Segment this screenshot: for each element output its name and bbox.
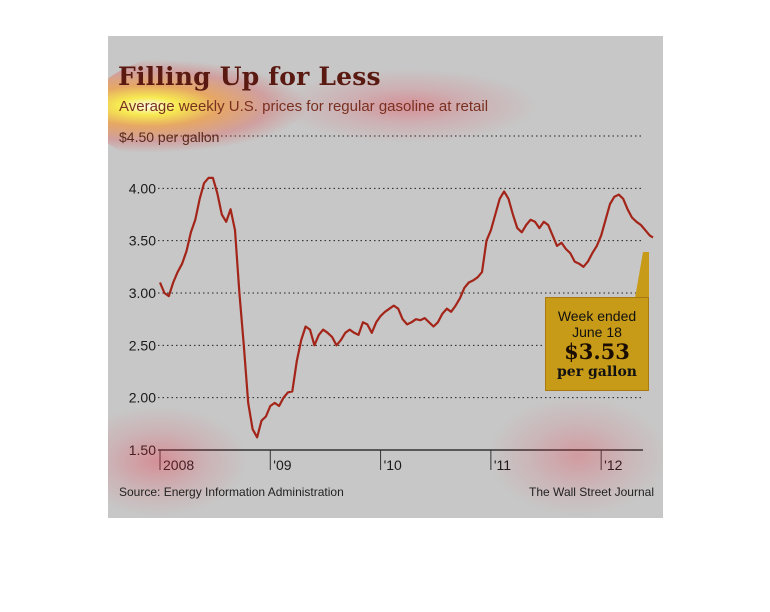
callout-pointer xyxy=(635,252,649,298)
chart-plot: 4.00 3.50 3.00 2.50 2.00 1.50 2008 '09 '10 '11 '1… xyxy=(129,135,654,473)
gridlines xyxy=(158,135,643,451)
x-tick-label-1: '09 xyxy=(273,457,291,473)
callout-line2: June 18 xyxy=(572,324,622,340)
credit-note: The Wall Street Journal xyxy=(529,485,654,499)
y-tick-label-1: 4.00 xyxy=(129,180,156,196)
x-tick-labels: 2008 '09 '10 '11 '12 xyxy=(159,450,623,473)
y-tick-labels: 4.00 3.50 3.00 2.50 2.00 1.50 xyxy=(129,180,156,458)
callout-unit: per gallon xyxy=(557,364,637,380)
latest-value-callout: Week ended June 18 $3.53 per gallon xyxy=(545,297,649,391)
y-tick-label-2: 3.50 xyxy=(129,233,156,249)
y-tick-label-3: 3.00 xyxy=(129,285,156,301)
series-line-0 xyxy=(158,176,654,439)
x-tick-label-3: '11 xyxy=(494,457,511,473)
source-note: Source: Energy Information Administratio… xyxy=(119,485,344,499)
series-layer xyxy=(158,176,654,439)
y-tick-label-6: 1.50 xyxy=(129,442,156,458)
y-tick-label-5: 2.00 xyxy=(129,390,156,406)
y-tick-label-4: 2.50 xyxy=(129,337,156,353)
chart-title: Filling Up for Less xyxy=(118,62,381,91)
x-tick-label-2: '10 xyxy=(384,457,402,473)
chart-card: 4.00 3.50 3.00 2.50 2.00 1.50 2008 '09 '10 '11 '1… xyxy=(108,36,663,518)
chart-subtitle: Average weekly U.S. prices for regular g… xyxy=(119,98,489,115)
x-tick-label-0: 2008 xyxy=(163,457,194,473)
x-tick-label-4: '12 xyxy=(604,457,622,473)
callout-line1: Week ended xyxy=(557,308,637,324)
callout-value: $3.53 xyxy=(564,339,630,364)
y-axis-unit-label: $4.50 per gallon xyxy=(119,129,220,145)
